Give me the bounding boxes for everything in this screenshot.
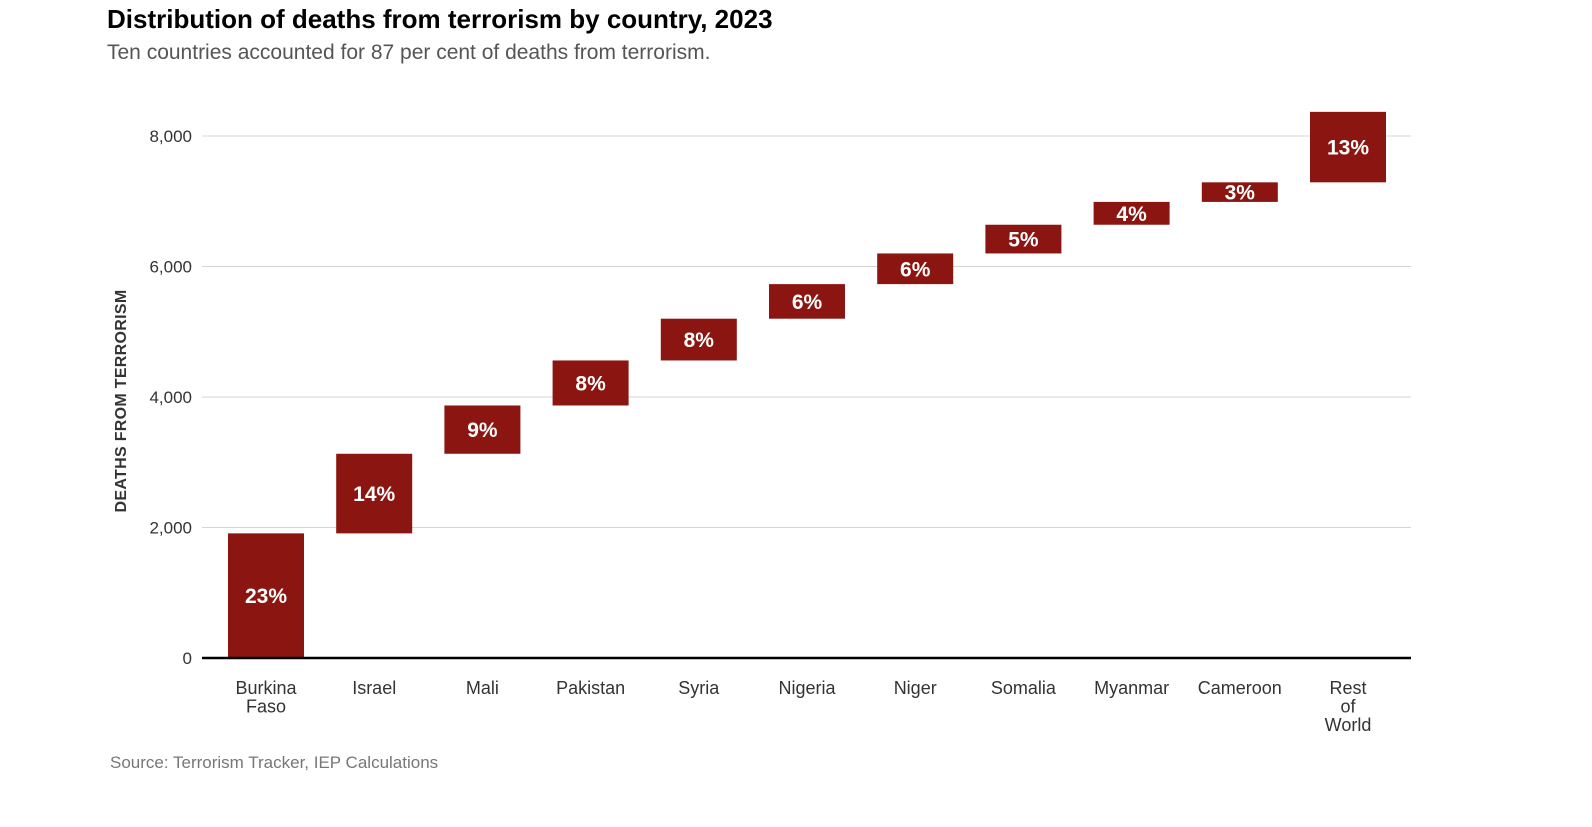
bar-value-label: 8% <box>575 372 606 395</box>
chart-subtitle: Ten countries accounted for 87 per cent … <box>107 41 711 64</box>
bar-value-label: 5% <box>1008 229 1039 252</box>
bar <box>336 453 413 534</box>
y-tick-label: 4,000 <box>149 388 192 407</box>
x-tick-label: Syria <box>678 678 720 698</box>
x-tick-label: Niger <box>894 678 937 698</box>
bar-value-label: 6% <box>900 258 931 281</box>
bar <box>228 533 304 658</box>
bar <box>985 224 1062 254</box>
bar-value-label: 6% <box>792 291 823 314</box>
bar-value-label: 9% <box>467 419 498 442</box>
bar <box>552 360 629 406</box>
bar-value-label: 14% <box>353 483 395 506</box>
x-tick-label: Mali <box>466 678 499 698</box>
bar-value-label: 8% <box>684 329 715 352</box>
x-tick-label: World <box>1325 715 1372 735</box>
x-tick-label: Faso <box>246 697 286 717</box>
bar <box>1201 182 1278 202</box>
y-axis-label: DEATHS FROM TERRORISM <box>113 290 130 513</box>
y-tick-label: 8,000 <box>149 127 192 146</box>
bar <box>1093 201 1170 225</box>
x-tick-label: Myanmar <box>1094 678 1169 698</box>
x-tick-label: Burkina <box>235 678 297 698</box>
source-note: Source: Terrorism Tracker, IEP Calculati… <box>110 753 439 772</box>
bar <box>769 284 845 319</box>
y-axis-ticks: 0 2,000 4,000 6,000 8,000 <box>149 127 192 668</box>
bar <box>660 318 737 361</box>
x-tick-label: Cameroon <box>1198 678 1282 698</box>
bar <box>877 253 954 285</box>
chart-title: Distribution of deaths from terrorism by… <box>107 4 773 34</box>
y-tick-label: 2,000 <box>149 519 192 538</box>
y-tick-label: 0 <box>183 649 192 668</box>
x-tick-label: Israel <box>352 678 396 698</box>
x-tick-label: Somalia <box>991 678 1057 698</box>
bar-value-label: 3% <box>1225 182 1256 205</box>
bar-value-label: 23% <box>245 585 287 608</box>
y-tick-label: 6,000 <box>149 258 192 277</box>
x-tick-label: Pakistan <box>556 678 625 698</box>
x-tick-label: Nigeria <box>778 678 836 698</box>
bar-value-label: 13% <box>1327 137 1369 160</box>
bar-value-label: 4% <box>1116 203 1147 226</box>
bar <box>444 405 521 454</box>
bars: 23% 14% 9% 8% 8% 6% 6% 5% 4% 3% 13% <box>228 111 1386 658</box>
bar <box>1310 111 1386 183</box>
x-tick-label: of <box>1340 697 1356 717</box>
x-tick-label: Rest <box>1329 678 1366 698</box>
